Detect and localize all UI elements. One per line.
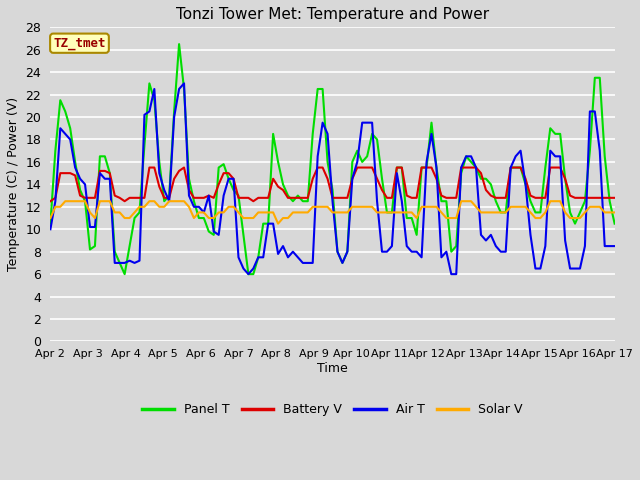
Panel T — [611, 221, 618, 227]
Air T — [47, 227, 54, 232]
Panel T — [175, 41, 183, 47]
Air T — [611, 243, 618, 249]
Solar V — [398, 210, 406, 216]
Solar V — [264, 210, 272, 216]
Battery V — [180, 165, 188, 170]
Battery V — [611, 195, 618, 201]
Panel T — [398, 165, 406, 170]
Solar V — [552, 198, 559, 204]
Battery V — [264, 195, 272, 201]
Battery V — [393, 165, 401, 170]
Air T — [269, 221, 277, 227]
Panel T — [269, 131, 277, 137]
Solar V — [274, 221, 282, 227]
Panel T — [185, 176, 193, 181]
X-axis label: Time: Time — [317, 362, 348, 375]
Air T — [244, 271, 252, 277]
Battery V — [547, 165, 554, 170]
Panel T — [239, 232, 247, 238]
Solar V — [235, 210, 243, 216]
Air T — [235, 254, 243, 260]
Solar V — [47, 215, 54, 221]
Panel T — [47, 221, 54, 227]
Line: Panel T: Panel T — [51, 44, 614, 274]
Line: Battery V: Battery V — [51, 168, 614, 201]
Y-axis label: Temperature (C) / Power (V): Temperature (C) / Power (V) — [7, 97, 20, 271]
Battery V — [47, 198, 54, 204]
Air T — [180, 81, 188, 86]
Air T — [552, 154, 559, 159]
Line: Solar V: Solar V — [51, 201, 614, 224]
Solar V — [180, 198, 188, 204]
Air T — [175, 86, 183, 92]
Air T — [398, 198, 406, 204]
Battery V — [235, 195, 243, 201]
Text: TZ_tmet: TZ_tmet — [53, 36, 106, 50]
Panel T — [121, 271, 129, 277]
Battery V — [121, 198, 129, 204]
Panel T — [125, 243, 133, 249]
Solar V — [125, 215, 133, 221]
Panel T — [552, 131, 559, 137]
Air T — [121, 260, 129, 266]
Solar V — [61, 198, 69, 204]
Line: Air T: Air T — [51, 84, 614, 274]
Battery V — [145, 165, 153, 170]
Legend: Panel T, Battery V, Air T, Solar V: Panel T, Battery V, Air T, Solar V — [138, 398, 528, 421]
Title: Tonzi Tower Met: Temperature and Power: Tonzi Tower Met: Temperature and Power — [176, 7, 489, 22]
Solar V — [611, 210, 618, 216]
